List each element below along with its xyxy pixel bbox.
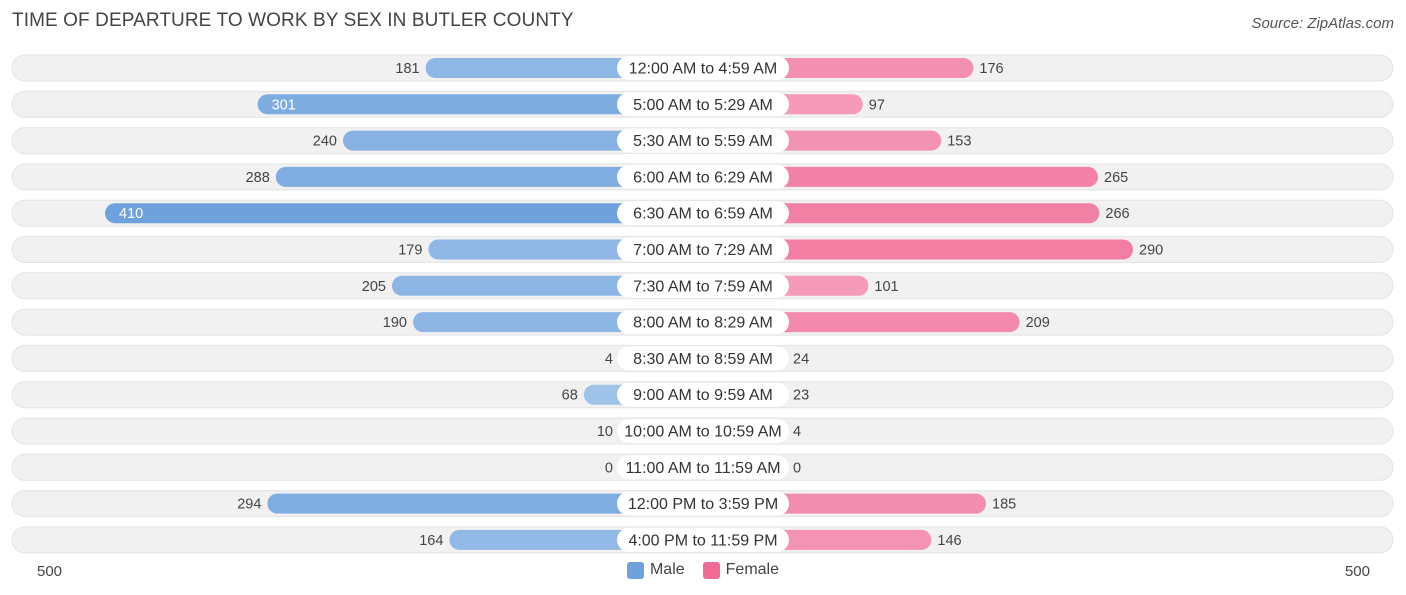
category-pill bbox=[617, 128, 789, 153]
category-label: 10:00 AM to 10:59 AM bbox=[624, 424, 781, 441]
legend: Male Female bbox=[0, 561, 1406, 579]
chart-row: 10:00 AM to 10:59 AM 10 4 bbox=[11, 417, 1394, 445]
value-label-male: 181 bbox=[395, 61, 419, 77]
category-pill bbox=[617, 419, 789, 443]
category-label: 6:30 AM to 6:59 AM bbox=[633, 206, 773, 223]
value-label-male: 301 bbox=[272, 97, 296, 113]
chart-row: 7:00 AM to 7:29 AM 179 290 bbox=[11, 236, 1394, 263]
chart-row: 12:00 PM to 3:59 PM 294 185 bbox=[11, 490, 1394, 518]
source-label: Source: ZipAtlas.com bbox=[1251, 15, 1394, 32]
axis-left-max-label: 500 bbox=[37, 563, 63, 580]
value-label-female: 185 bbox=[992, 497, 1016, 513]
category-label: 8:00 AM to 8:29 AM bbox=[633, 315, 773, 332]
legend-swatch-male bbox=[626, 561, 644, 579]
value-label-male: 164 bbox=[419, 533, 443, 549]
value-label-male: 0 bbox=[605, 460, 613, 476]
legend-item-male: Male bbox=[626, 561, 685, 579]
category-pill bbox=[617, 310, 789, 335]
bar-male bbox=[267, 493, 703, 514]
bar-male bbox=[275, 166, 703, 187]
value-label-male: 240 bbox=[313, 134, 337, 150]
category-pill bbox=[617, 237, 789, 262]
legend-label-male: Male bbox=[649, 561, 685, 578]
category-pill bbox=[617, 56, 789, 80]
value-label-male: 288 bbox=[246, 170, 270, 186]
bar-male bbox=[343, 130, 703, 151]
value-label-female: 4 bbox=[793, 424, 801, 440]
value-label-female: 0 bbox=[793, 460, 801, 476]
category-label: 9:00 AM to 9:59 AM bbox=[633, 387, 773, 404]
category-label: 12:00 PM to 3:59 PM bbox=[628, 496, 778, 513]
value-label-female: 290 bbox=[1139, 243, 1163, 259]
legend-swatch-female bbox=[702, 561, 720, 579]
category-pill bbox=[617, 164, 789, 189]
category-label: 11:00 AM to 11:59 AM bbox=[625, 460, 780, 477]
category-label: 5:30 AM to 5:59 AM bbox=[633, 133, 773, 150]
chart-row: 7:30 AM to 7:59 AM 205 101 bbox=[11, 272, 1394, 300]
chart-row: 5:30 AM to 5:59 AM 240 153 bbox=[11, 127, 1394, 155]
value-label-female: 266 bbox=[1105, 206, 1129, 222]
value-label-male: 294 bbox=[237, 497, 261, 513]
value-label-female: 146 bbox=[937, 533, 961, 549]
value-label-male: 68 bbox=[562, 388, 578, 404]
bar-male bbox=[257, 94, 703, 115]
value-label-male: 410 bbox=[119, 206, 143, 222]
value-label-male: 4 bbox=[605, 351, 613, 367]
category-label: 7:00 AM to 7:29 AM bbox=[633, 242, 773, 259]
bar-female bbox=[703, 166, 1098, 187]
value-label-female: 23 bbox=[793, 388, 809, 404]
value-label-female: 209 bbox=[1026, 315, 1050, 331]
value-label-female: 153 bbox=[947, 134, 971, 150]
bar-female bbox=[703, 239, 1133, 260]
chart-row: 5:00 AM to 5:29 AM 301 97 bbox=[11, 90, 1394, 118]
value-label-male: 190 bbox=[383, 315, 407, 331]
chart-row: 4:00 PM to 11:59 PM 164 146 bbox=[11, 526, 1394, 554]
category-label: 12:00 AM to 4:59 AM bbox=[629, 61, 778, 78]
category-pill bbox=[617, 346, 789, 371]
category-pill bbox=[617, 527, 789, 552]
category-pill bbox=[617, 201, 789, 226]
bar-male bbox=[105, 203, 703, 224]
axis-right-max-label: 500 bbox=[1344, 563, 1370, 580]
category-label: 5:00 AM to 5:29 AM bbox=[633, 97, 773, 114]
category-label: 8:30 AM to 8:59 AM bbox=[633, 351, 773, 368]
value-label-male: 179 bbox=[398, 243, 422, 259]
chart-row: 9:00 AM to 9:59 AM 68 23 bbox=[11, 381, 1394, 409]
value-label-female: 265 bbox=[1104, 170, 1128, 186]
category-pill bbox=[617, 382, 789, 407]
value-label-male: 205 bbox=[362, 279, 386, 295]
chart-title: TIME OF DEPARTURE TO WORK BY SEX IN BUTL… bbox=[12, 10, 574, 31]
category-pill bbox=[617, 455, 789, 480]
chart-row: 8:30 AM to 8:59 AM 4 24 bbox=[11, 344, 1394, 372]
value-label-female: 176 bbox=[979, 61, 1003, 77]
category-label: 6:00 AM to 6:29 AM bbox=[633, 169, 773, 186]
bar-female bbox=[703, 203, 1100, 224]
category-pill bbox=[617, 92, 789, 117]
chart-row: 6:00 AM to 6:29 AM 288 265 bbox=[11, 163, 1394, 191]
legend-item-female: Female bbox=[702, 561, 780, 579]
diverging-bar-chart: 12:00 AM to 4:59 AM 181 176 5:00 AM to 5:29… bbox=[11, 54, 1394, 554]
legend-label-female: Female bbox=[725, 561, 780, 578]
chart-row: 6:30 AM to 6:59 AM 410 266 bbox=[11, 199, 1394, 227]
chart-row: 11:00 AM to 11:59 AM 0 0 bbox=[11, 453, 1394, 481]
chart-row: 8:00 AM to 8:29 AM 190 209 bbox=[11, 308, 1394, 336]
category-label: 7:30 AM to 7:59 AM bbox=[633, 278, 773, 295]
value-label-female: 101 bbox=[874, 279, 898, 295]
chart-row: 12:00 AM to 4:59 AM 181 176 bbox=[11, 54, 1394, 82]
category-label: 4:00 PM to 11:59 PM bbox=[628, 532, 777, 549]
value-label-male: 10 bbox=[597, 424, 613, 440]
category-pill bbox=[617, 273, 789, 298]
value-label-female: 24 bbox=[793, 351, 809, 367]
category-pill bbox=[617, 491, 789, 516]
value-label-female: 97 bbox=[869, 97, 885, 113]
